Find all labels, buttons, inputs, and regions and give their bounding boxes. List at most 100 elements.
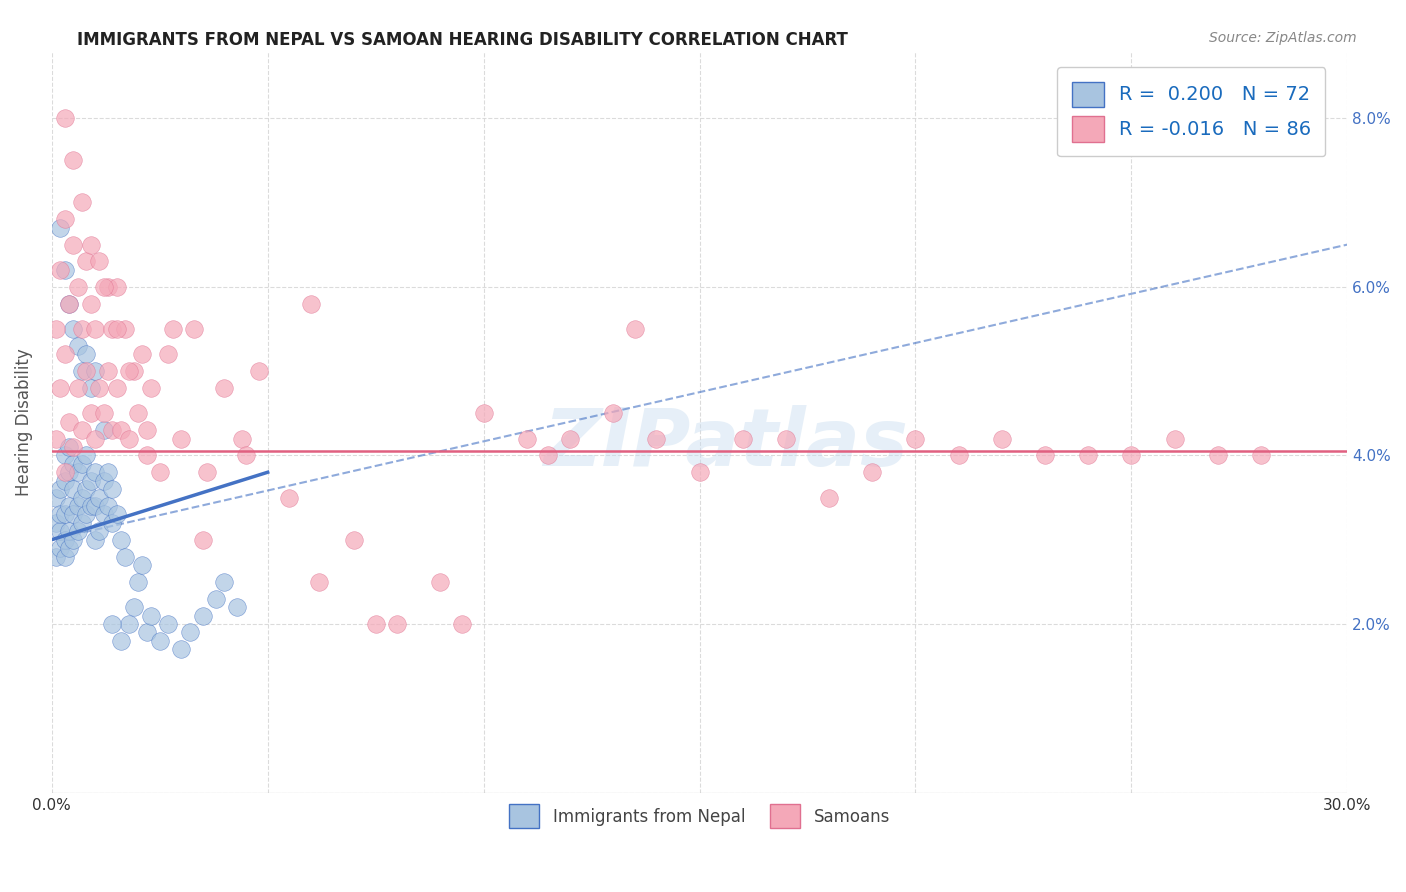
Point: [195, 465, 218, 479]
Point: [70, 457, 93, 471]
Point: [278, 491, 301, 505]
Point: [364, 617, 387, 632]
Point: [84, 499, 107, 513]
Point: [105, 322, 128, 336]
Point: [62, 322, 84, 336]
Point: [70, 491, 93, 505]
Point: [101, 516, 124, 530]
Y-axis label: Hearing Disability: Hearing Disability: [15, 348, 32, 496]
Point: [1121, 449, 1143, 463]
Point: [139, 608, 162, 623]
Point: [114, 322, 136, 336]
Point: [904, 432, 927, 446]
Point: [537, 449, 560, 463]
Point: [149, 633, 172, 648]
Point: [343, 533, 366, 547]
Point: [110, 633, 132, 648]
Point: [66, 381, 89, 395]
Point: [214, 574, 236, 589]
Point: [101, 423, 124, 437]
Point: [170, 432, 193, 446]
Point: [97, 465, 120, 479]
Point: [58, 465, 80, 479]
Point: [472, 406, 495, 420]
Point: [226, 600, 249, 615]
Point: [93, 423, 115, 437]
Point: [1206, 449, 1229, 463]
Point: [157, 347, 180, 361]
Point: [170, 642, 193, 657]
Point: [93, 474, 115, 488]
Point: [79, 237, 101, 252]
Point: [84, 432, 107, 446]
Point: [58, 499, 80, 513]
Point: [122, 364, 145, 378]
Text: ZIPatlas: ZIPatlas: [543, 405, 908, 483]
Point: [149, 465, 172, 479]
Point: [1077, 449, 1099, 463]
Point: [70, 516, 93, 530]
Point: [860, 465, 883, 479]
Point: [53, 465, 76, 479]
Point: [101, 482, 124, 496]
Point: [75, 449, 97, 463]
Point: [645, 432, 668, 446]
Point: [105, 508, 128, 522]
Point: [62, 237, 84, 252]
Point: [387, 617, 409, 632]
Point: [114, 549, 136, 564]
Point: [429, 574, 451, 589]
Point: [118, 617, 141, 632]
Point: [75, 254, 97, 268]
Point: [58, 296, 80, 310]
Point: [58, 524, 80, 539]
Point: [1033, 449, 1056, 463]
Point: [89, 491, 111, 505]
Point: [79, 381, 101, 395]
Point: [62, 457, 84, 471]
Point: [66, 465, 89, 479]
Point: [66, 279, 89, 293]
Point: [127, 574, 149, 589]
Point: [101, 322, 124, 336]
Point: [58, 415, 80, 429]
Point: [45, 491, 67, 505]
Point: [93, 406, 115, 420]
Point: [66, 524, 89, 539]
Point: [205, 591, 228, 606]
Point: [49, 541, 72, 556]
Point: [122, 600, 145, 615]
Point: [53, 111, 76, 125]
Point: [62, 508, 84, 522]
Point: [79, 406, 101, 420]
Point: [75, 364, 97, 378]
Point: [70, 423, 93, 437]
Point: [127, 406, 149, 420]
Point: [991, 432, 1014, 446]
Point: [84, 533, 107, 547]
Point: [70, 364, 93, 378]
Point: [135, 625, 157, 640]
Point: [451, 617, 474, 632]
Point: [84, 322, 107, 336]
Point: [558, 432, 581, 446]
Point: [84, 465, 107, 479]
Point: [89, 381, 111, 395]
Legend: Immigrants from Nepal, Samoans: Immigrants from Nepal, Samoans: [501, 796, 898, 837]
Point: [97, 279, 120, 293]
Point: [53, 549, 76, 564]
Point: [58, 440, 80, 454]
Point: [53, 263, 76, 277]
Point: [118, 432, 141, 446]
Point: [49, 524, 72, 539]
Point: [105, 279, 128, 293]
Point: [49, 220, 72, 235]
Point: [948, 449, 970, 463]
Point: [689, 465, 711, 479]
Point: [1163, 432, 1185, 446]
Point: [131, 558, 153, 572]
Point: [731, 432, 754, 446]
Point: [49, 508, 72, 522]
Point: [308, 574, 330, 589]
Point: [75, 482, 97, 496]
